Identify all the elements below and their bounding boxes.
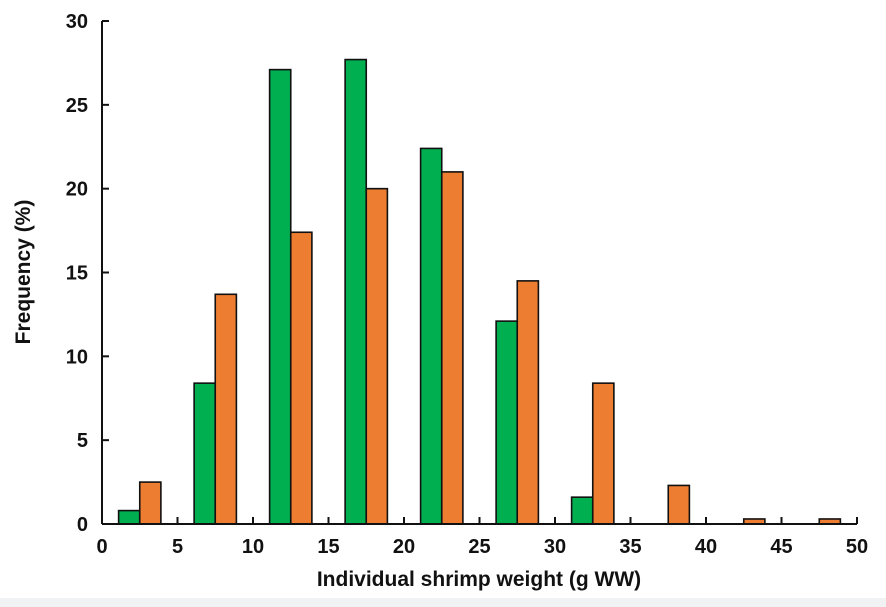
x-tick-label: 15 bbox=[317, 536, 339, 558]
bar-series-2-5-10 bbox=[214, 293, 238, 525]
x-tick-label: 45 bbox=[770, 536, 792, 558]
footer-strip bbox=[0, 598, 886, 607]
y-tick-label: 10 bbox=[66, 346, 88, 368]
x-axis-label: Individual shrimp weight (g WW) bbox=[317, 568, 641, 591]
x-tick-label: 25 bbox=[468, 536, 490, 558]
y-tick-label: 15 bbox=[66, 263, 88, 285]
x-tick-label: 30 bbox=[544, 536, 566, 558]
x-tick-label: 5 bbox=[172, 536, 183, 558]
bar-series-2-0-5 bbox=[138, 481, 162, 525]
bar-series-2-25-30 bbox=[516, 280, 540, 525]
x-tick-label: 35 bbox=[619, 536, 641, 558]
y-tick-label: 0 bbox=[77, 514, 88, 536]
y-tick-label: 25 bbox=[66, 95, 88, 117]
bar-series-2-30-35 bbox=[591, 382, 615, 525]
y-tick-label: 5 bbox=[77, 430, 88, 452]
bar-series-2-15-20 bbox=[365, 187, 389, 525]
bars-group bbox=[117, 58, 842, 525]
y-tick-label: 20 bbox=[66, 179, 88, 201]
x-tick-label: 50 bbox=[846, 536, 868, 558]
y-axis-label: Frequency (%) bbox=[12, 200, 35, 345]
bar-series-1-25-30 bbox=[495, 320, 519, 525]
axes-group: 0 5 10 15 20 25 30 0 5 10 15 20 25 30 35 40 45 50 bbox=[66, 11, 868, 558]
bar-series-1-0-5 bbox=[117, 509, 141, 525]
y-tick-label: 30 bbox=[66, 11, 88, 33]
bar-series-1-5-10 bbox=[193, 382, 217, 525]
bar-series-2-35-40 bbox=[667, 484, 691, 525]
bar-series-2-10-15 bbox=[289, 231, 313, 525]
x-tick-label: 10 bbox=[242, 536, 264, 558]
bar-series-1-10-15 bbox=[268, 68, 292, 525]
bar-series-1-30-35 bbox=[570, 496, 594, 525]
x-tick-label: 20 bbox=[393, 536, 415, 558]
bar-series-1-15-20 bbox=[344, 58, 368, 525]
x-tick-label: 40 bbox=[695, 536, 717, 558]
x-tick-label: 0 bbox=[96, 536, 107, 558]
bar-series-1-20-25 bbox=[419, 147, 443, 525]
bar-series-2-20-25 bbox=[440, 171, 464, 525]
